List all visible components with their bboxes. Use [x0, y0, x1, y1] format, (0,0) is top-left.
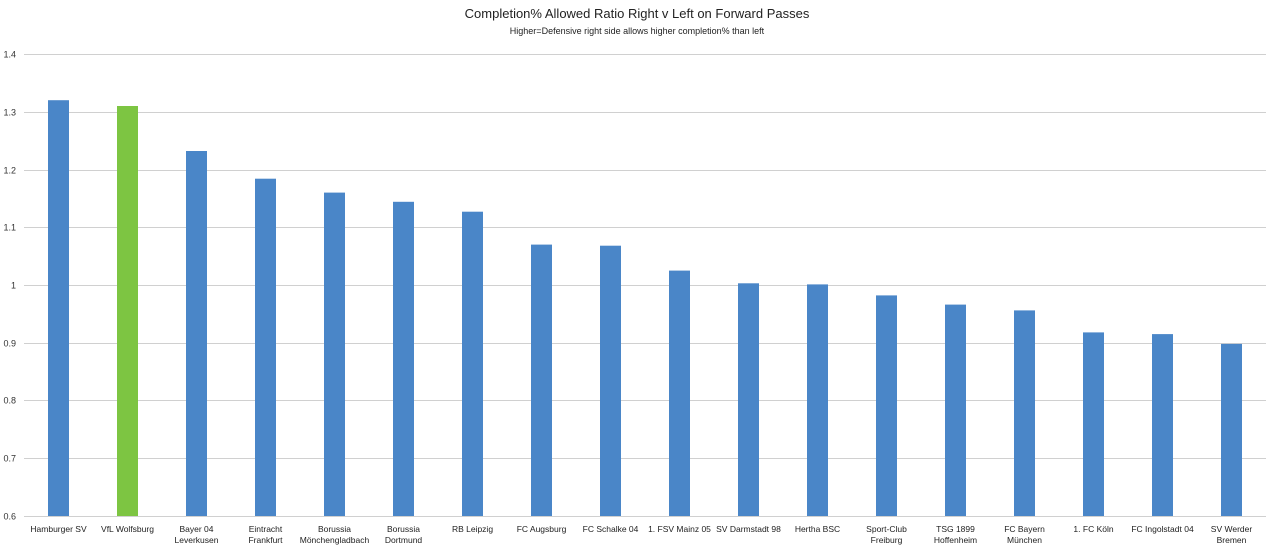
y-tick-label: 1.2	[3, 166, 16, 176]
bar	[255, 178, 276, 516]
x-tick-label: RB Leipzig	[452, 524, 493, 534]
bar	[1014, 310, 1035, 516]
x-tick-label: München	[1007, 535, 1042, 545]
x-tick-label: Freiburg	[871, 535, 903, 545]
x-tick-label: VfL Wolfsburg	[101, 524, 154, 534]
y-tick-label: 0.6	[3, 512, 16, 522]
y-tick-label: 0.8	[3, 396, 16, 406]
bar	[48, 100, 69, 516]
y-tick-label: 0.9	[3, 339, 16, 349]
y-tick-label: 1.4	[3, 50, 16, 60]
x-tick-label: Hamburger SV	[30, 524, 87, 534]
x-tick-label: Sport-Club	[866, 524, 907, 534]
bar	[531, 244, 552, 516]
y-tick-label: 1.3	[3, 108, 16, 118]
chart-subtitle: Higher=Defensive right side allows highe…	[509, 26, 765, 36]
y-tick-label: 1	[11, 281, 16, 291]
bar	[393, 201, 414, 517]
x-tick-label: Hertha BSC	[795, 524, 840, 534]
bar	[945, 304, 966, 516]
bar	[876, 295, 897, 516]
x-tick-label: FC Schalke 04	[583, 524, 639, 534]
x-tick-label: Leverkusen	[175, 535, 219, 545]
bar	[1152, 334, 1173, 516]
bar	[324, 192, 345, 516]
x-tick-label: SV Werder	[1211, 524, 1253, 534]
x-tick-label: SV Darmstadt 98	[716, 524, 781, 534]
bar	[186, 151, 207, 516]
x-tick-label: Bremen	[1217, 535, 1247, 545]
bar	[807, 284, 828, 516]
x-tick-label: 1. FSV Mainz 05	[648, 524, 711, 534]
x-tick-label: TSG 1899	[936, 524, 975, 534]
bar	[669, 270, 690, 516]
bar	[738, 283, 759, 516]
bar	[600, 245, 621, 516]
x-tick-label: Borussia	[318, 524, 351, 534]
x-tick-label: Mönchengladbach	[300, 535, 370, 545]
x-tick-label: Hoffenheim	[934, 535, 977, 545]
x-tick-label: Bayer 04	[179, 524, 213, 534]
x-tick-label: Eintracht	[249, 524, 283, 534]
x-tick-label: Borussia	[387, 524, 420, 534]
x-tick-label: Dortmund	[385, 535, 423, 545]
x-tick-label: 1. FC Köln	[1073, 524, 1113, 534]
chart-title: Completion% Allowed Ratio Right v Left o…	[464, 6, 810, 21]
x-tick-label: Frankfurt	[248, 535, 283, 545]
bar	[1221, 343, 1242, 516]
bar	[462, 211, 483, 516]
y-tick-label: 0.7	[3, 454, 16, 464]
x-tick-label: FC Augsburg	[517, 524, 567, 534]
x-tick-label: FC Ingolstadt 04	[1131, 524, 1194, 534]
y-tick-label: 1.1	[3, 223, 16, 233]
x-tick-label: FC Bayern	[1004, 524, 1045, 534]
bar	[117, 106, 138, 516]
bar	[1083, 332, 1104, 516]
